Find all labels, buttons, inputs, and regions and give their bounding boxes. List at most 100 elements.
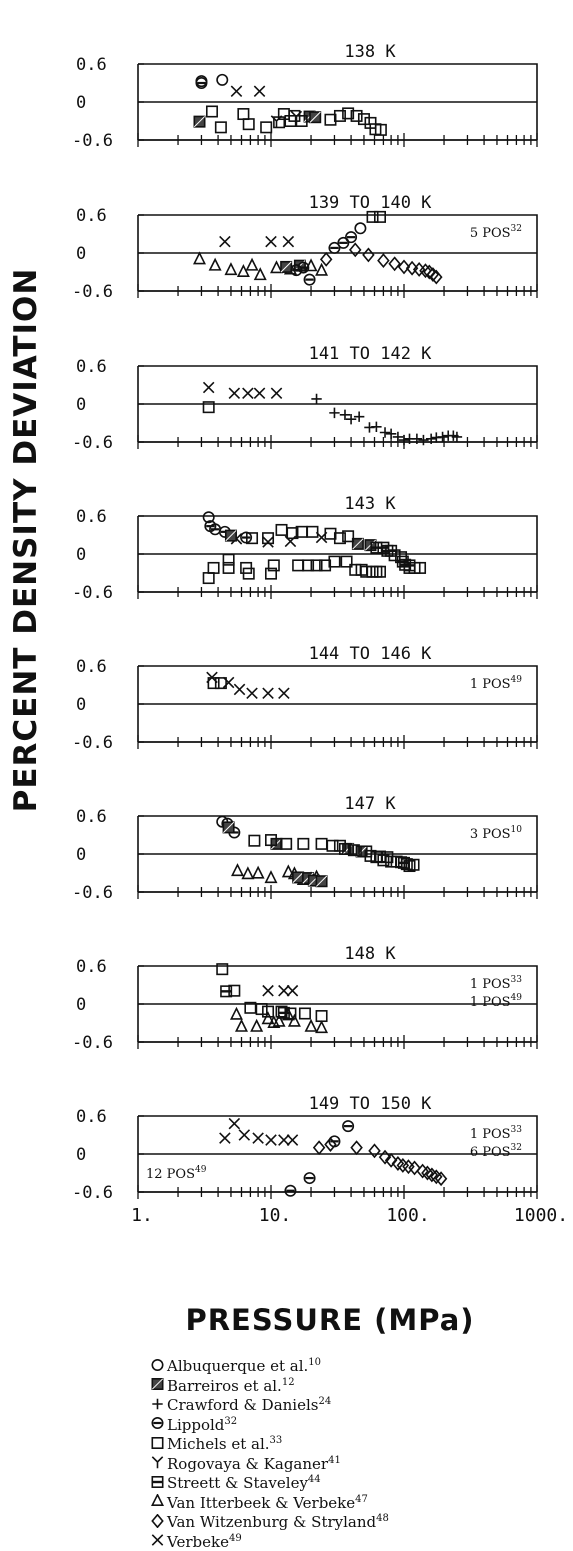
data-point-square — [315, 837, 328, 850]
data-point-circle-bar — [195, 77, 208, 90]
data-point-diamond — [419, 263, 432, 279]
data-point-triangle — [245, 257, 259, 271]
data-point-square — [328, 555, 341, 568]
panel-note-text: 5 POS — [470, 226, 511, 241]
data-point-hatched-square — [222, 821, 235, 834]
y-tick-label: -0.6 — [72, 733, 113, 753]
data-point-diamond — [324, 1137, 337, 1152]
data-point-x — [265, 1134, 277, 1146]
y-tick-label: -0.6 — [72, 1033, 113, 1053]
data-point-diamond — [397, 259, 411, 275]
data-point-square — [207, 677, 220, 690]
y-tick-label: -0.6 — [72, 433, 113, 453]
data-point-x — [242, 387, 254, 399]
data-point-square — [414, 561, 427, 574]
data-point-square — [216, 963, 229, 976]
panel-frame — [138, 815, 538, 892]
data-point-square — [407, 858, 420, 871]
data-point-triangle — [229, 1006, 243, 1020]
legend-item: Barreiros et al.12 — [150, 1375, 389, 1395]
hatched-square-marker-icon — [151, 1378, 164, 1391]
square-legend-symbol — [151, 1436, 164, 1449]
data-point-x — [202, 381, 215, 394]
data-point-square — [342, 107, 355, 120]
legend-label: Michels et al.33 — [167, 1433, 282, 1453]
data-point-square — [222, 553, 235, 566]
data-point-diamond — [405, 260, 419, 276]
data-point-x — [262, 687, 274, 699]
data-point-x — [265, 235, 277, 248]
y-tick-label: 0.6 — [76, 206, 107, 226]
data-point-square — [260, 121, 273, 134]
data-point-diamond — [377, 253, 390, 269]
data-point-square — [310, 559, 323, 572]
chart-panel-1: 138 K 0.6 0 -0.6 — [72, 42, 538, 151]
panel-note: 12 POS49 — [146, 1165, 207, 1182]
data-point-square — [324, 113, 337, 126]
panel-note-text: 1 POS — [470, 1127, 511, 1142]
data-point-square — [264, 567, 277, 580]
data-point-square — [267, 559, 280, 572]
data-point-square — [255, 1003, 268, 1016]
panel-note-ref: 49 — [511, 675, 523, 685]
data-point-plus — [411, 433, 423, 445]
data-point-square — [400, 858, 413, 871]
data-point-circle-bar — [284, 1184, 297, 1197]
data-point-square — [373, 210, 386, 223]
data-point-diamond — [378, 1149, 392, 1165]
chart-panel-2: 139 TO 140 K 0.6 0 -0.6 5 POS32 — [72, 193, 538, 302]
data-point-circle-bar — [342, 1120, 355, 1133]
data-point-triangle — [281, 1007, 295, 1021]
legend-item: Van Witzenburg & Stryland48 — [150, 1511, 389, 1531]
panel-frame — [138, 365, 538, 442]
legend-ref: 10 — [308, 1357, 322, 1368]
legend: Albuquerque et al.10 Barreiros et al.12 Cr… — [150, 1355, 389, 1550]
data-point-square — [262, 1005, 275, 1018]
panel-note-ref: 33 — [511, 975, 523, 985]
panel-title: 149 TO 150 K — [309, 1094, 433, 1114]
data-point-x — [278, 687, 290, 699]
y-tick-label: 0 — [76, 545, 86, 565]
data-point-square-bar — [220, 985, 233, 998]
panel-note: 1 POS49 — [470, 993, 522, 1010]
data-point-diamond — [408, 1160, 421, 1176]
data-point-square — [373, 565, 386, 578]
y-tick-label: 0.6 — [76, 807, 107, 827]
data-point-circle — [354, 222, 367, 235]
data-point-square — [202, 572, 215, 585]
data-point-x — [219, 1132, 231, 1144]
panel-title: 139 TO 140 K — [309, 193, 433, 213]
data-point-circle-bar — [297, 261, 310, 274]
data-point-x — [222, 676, 235, 689]
data-point-square — [315, 1010, 328, 1023]
data-point-square — [350, 109, 363, 122]
square-bar-legend-symbol — [151, 1475, 164, 1488]
data-point-square — [338, 842, 351, 855]
y-tick-label: 0 — [76, 395, 86, 415]
data-point-circle-bar — [337, 236, 350, 249]
data-point-square — [326, 839, 339, 852]
legend-label: Barreiros et al.12 — [167, 1375, 295, 1395]
data-point-diamond — [368, 1143, 381, 1159]
data-point-plus — [418, 434, 429, 446]
data-point-square — [333, 109, 346, 122]
panel-frame — [138, 965, 538, 1042]
data-point-x — [230, 85, 243, 97]
data-point-hatched-square — [280, 260, 293, 273]
legend-item: Van Itterbeek & Verbeke47 — [150, 1492, 389, 1512]
data-point-triangle — [193, 251, 206, 265]
data-point-square — [388, 549, 401, 562]
data-point-triangle — [315, 262, 329, 276]
data-point-plus — [392, 431, 404, 443]
plus-legend-symbol — [152, 1398, 163, 1409]
legend-name: Crawford & Daniels — [167, 1396, 319, 1414]
data-point-diamond — [350, 1140, 363, 1156]
legend-name: Streett & Staveley — [167, 1474, 308, 1492]
legend-ref: 41 — [328, 1454, 341, 1466]
y-legend-symbol — [151, 1456, 164, 1469]
data-point-x — [228, 1117, 241, 1130]
legend-name: Verbeke — [167, 1532, 229, 1551]
legend-label: Rogovaya & Kaganer41 — [167, 1453, 341, 1473]
data-point-plus — [398, 434, 410, 446]
